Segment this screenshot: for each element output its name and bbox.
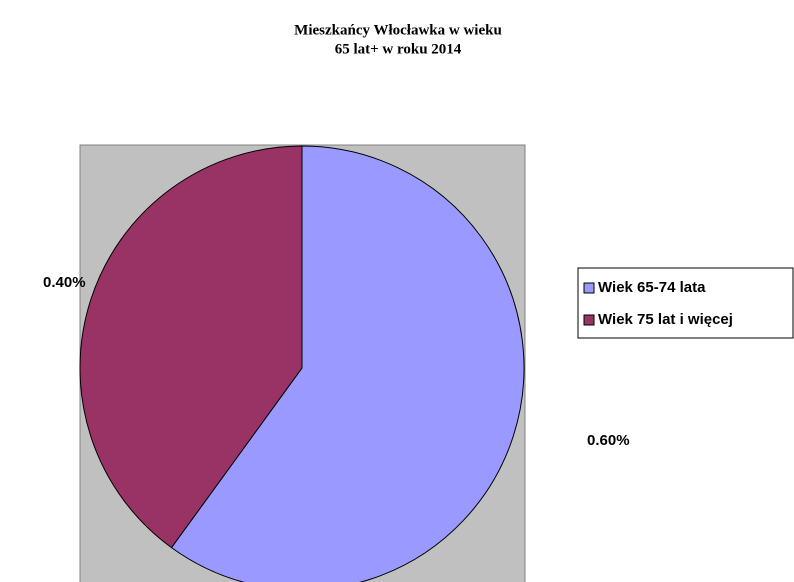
chart-title: 65 lat+ w roku 2014 [335,41,462,57]
legend-label: Wiek 75 lat i więcej [598,311,733,328]
chart-title: Mieszkańcy Włocławka w wieku [294,22,502,38]
pie-slice [170,145,525,582]
legend-swatch [583,314,595,326]
legend-swatch [583,282,595,294]
data-label: 0.40% [43,274,86,291]
data-label: 0.60% [587,432,630,449]
legend-label: Wiek 65-74 lata [598,279,706,296]
legend-box [577,267,794,339]
pie-slice [79,145,303,549]
